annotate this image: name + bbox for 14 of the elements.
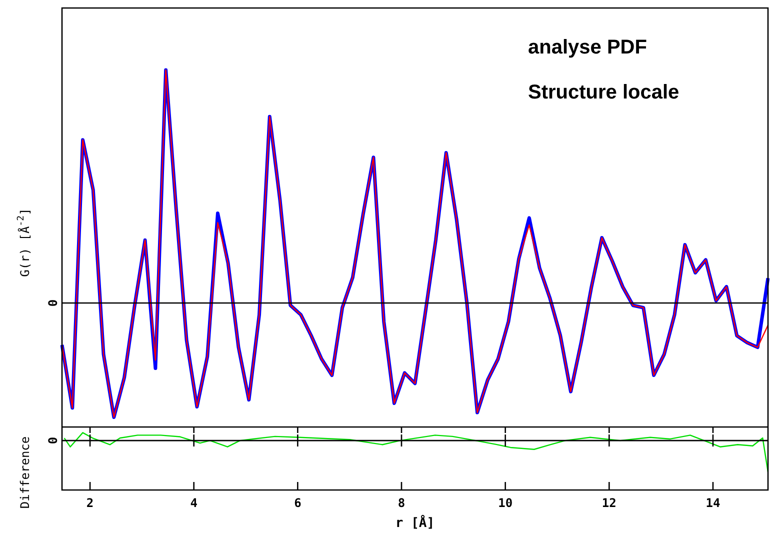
x-axis-title: r [Å] <box>395 514 435 531</box>
text: analyse PDF <box>528 36 647 59</box>
x-tick-label: 4 <box>190 496 198 510</box>
y-axis-title: G(r) [Å-2] <box>16 208 32 277</box>
ref-line-label: 0 <box>46 436 60 444</box>
annotation: Structure locale <box>528 82 680 104</box>
x-tick-label: 10 <box>498 496 513 510</box>
x-tick-label: 8 <box>398 496 406 510</box>
x-tick-label: 12 <box>602 496 616 510</box>
x-tick-label: 2 <box>86 496 94 510</box>
x-tick-label: 14 <box>706 496 720 510</box>
x-tick-label: 6 <box>294 496 302 510</box>
ref-line-label: 0 <box>46 299 60 307</box>
y-axis-title: Difference <box>18 436 32 509</box>
